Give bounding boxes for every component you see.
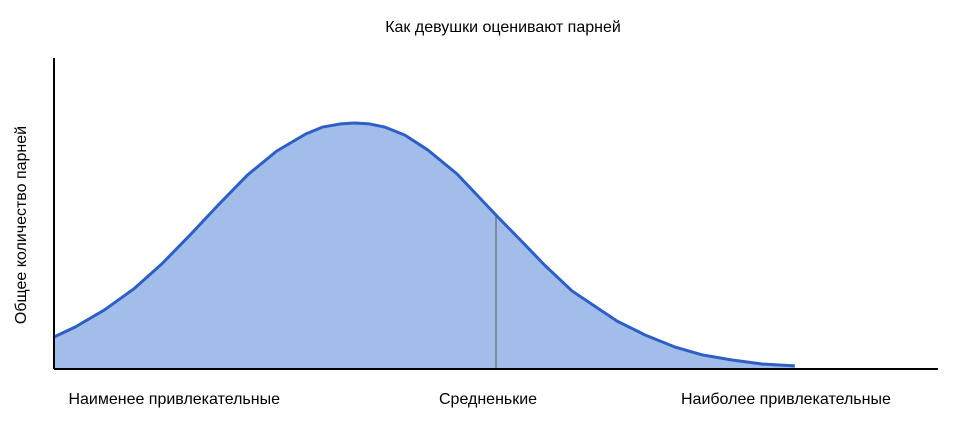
x-tick-label: Наиболее привлекательные [681, 391, 891, 408]
y-axis-label: Общее количество парней [13, 126, 30, 324]
x-tick-label: Средненькие [439, 391, 537, 408]
chart-title: Как девушки оценивают парней [385, 19, 621, 36]
x-tick-label: Наименее привлекательные [68, 391, 280, 408]
area-fill [54, 122, 795, 370]
area-line [53, 121, 795, 368]
